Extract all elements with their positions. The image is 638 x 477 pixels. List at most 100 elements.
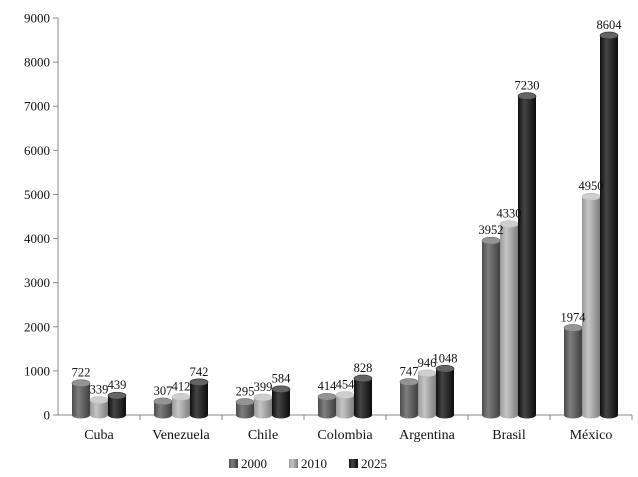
bar (599, 31, 619, 419)
bar-body (564, 327, 582, 419)
bar-body (172, 396, 190, 419)
bar-top (235, 398, 255, 406)
bar-body (482, 240, 500, 419)
legend: 2000 2010 2025 (229, 456, 387, 471)
category-label: Venezuela (152, 428, 210, 443)
legend-label: 2025 (361, 456, 387, 471)
bar (399, 378, 419, 419)
bar-top (353, 374, 373, 383)
legend-item: 2000 (229, 456, 267, 471)
bar-top (253, 393, 273, 402)
data-label: 4950 (579, 179, 604, 193)
bar-top (171, 393, 191, 401)
bar (317, 392, 337, 419)
bar-body (400, 382, 418, 419)
bar (253, 393, 273, 419)
data-label: 1974 (561, 310, 587, 324)
bar-top (71, 379, 91, 387)
y-tick-label: 2000 (24, 319, 50, 334)
data-label: 339 (90, 383, 109, 397)
bar (581, 192, 601, 419)
data-label: 946 (418, 356, 437, 370)
bar (499, 220, 519, 419)
y-tick-label: 6000 (24, 143, 50, 158)
bar-top (517, 92, 537, 100)
bar-body (90, 400, 108, 419)
bar (517, 92, 537, 419)
legend-label: 2000 (241, 456, 267, 471)
data-label: 584 (272, 372, 292, 386)
category-label: Argentina (399, 428, 456, 443)
bar (171, 393, 191, 419)
y-tick-label: 5000 (24, 187, 50, 202)
bar (89, 396, 109, 419)
bar (563, 324, 583, 419)
bar-top (435, 364, 455, 373)
bar-top (599, 31, 619, 40)
category-label: Chile (248, 428, 278, 443)
data-label: 4330 (497, 206, 522, 220)
bar-body (600, 35, 618, 419)
bar-body (518, 96, 536, 419)
bar-top (563, 324, 583, 332)
bar (353, 374, 373, 419)
data-label: 439 (108, 378, 127, 392)
data-label: 3952 (479, 223, 504, 237)
category-label: Cuba (84, 428, 114, 443)
bar (335, 391, 355, 419)
axes: 0 1000 2000 3000 4000 5000 6000 7000 8000 9000 Cub… (24, 11, 633, 443)
bar-top (317, 392, 337, 401)
bar (71, 379, 91, 419)
data-label: 7230 (515, 79, 540, 93)
y-tick-label: 7000 (24, 99, 50, 114)
bar-body (582, 196, 600, 419)
data-label: 742 (190, 365, 209, 379)
data-label: 747 (400, 365, 419, 379)
bar-top (107, 391, 127, 400)
data-label: 454 (336, 377, 356, 391)
bar-body (108, 395, 126, 419)
y-tick-label: 9000 (24, 11, 50, 26)
bar-top (581, 192, 601, 201)
data-label: 722 (72, 366, 91, 380)
data-label: 828 (354, 361, 373, 375)
y-tick-label: 4000 (24, 231, 50, 246)
bar (153, 397, 173, 419)
bar-top (89, 396, 109, 404)
bar (189, 378, 209, 419)
y-tick-label: 8000 (24, 55, 50, 70)
bar-top (417, 369, 437, 378)
bar (481, 236, 501, 419)
category-label: México (570, 428, 613, 443)
bar-body (154, 401, 172, 419)
legend-label: 2010 (301, 456, 327, 471)
bar-top (335, 391, 355, 399)
bar-body (254, 397, 272, 419)
data-label: 412 (172, 379, 191, 393)
bar-top (399, 378, 419, 386)
bars (71, 31, 619, 419)
bar-body (72, 383, 90, 419)
data-label: 414 (318, 379, 338, 393)
data-label: 1048 (433, 351, 458, 365)
bar-body (318, 396, 336, 419)
y-tick-label: 1000 (24, 363, 50, 378)
bar-body (336, 394, 354, 419)
data-label: 8604 (597, 18, 623, 32)
data-label: 295 (236, 384, 255, 398)
data-label: 399 (254, 380, 273, 394)
y-tick-label: 0 (44, 408, 51, 423)
bar-body (354, 378, 372, 419)
bar-top (271, 385, 291, 394)
legend-swatch (289, 459, 298, 468)
category-label: Colombia (317, 428, 373, 443)
bar-body (272, 389, 290, 419)
legend-swatch (229, 459, 238, 468)
bar-body (418, 373, 436, 419)
data-label: 307 (154, 384, 173, 398)
bar-top (153, 397, 173, 406)
bar (417, 369, 437, 419)
